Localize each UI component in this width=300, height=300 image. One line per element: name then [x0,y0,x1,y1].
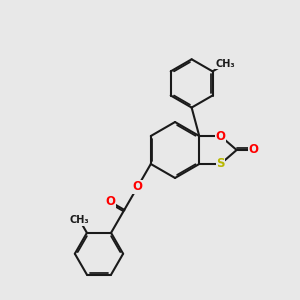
Text: O: O [215,130,226,142]
Text: O: O [133,180,142,194]
Text: O: O [105,195,115,208]
Text: CH₃: CH₃ [70,215,89,225]
Text: S: S [216,158,225,170]
Text: CH₃: CH₃ [215,59,235,69]
Text: O: O [249,143,259,157]
